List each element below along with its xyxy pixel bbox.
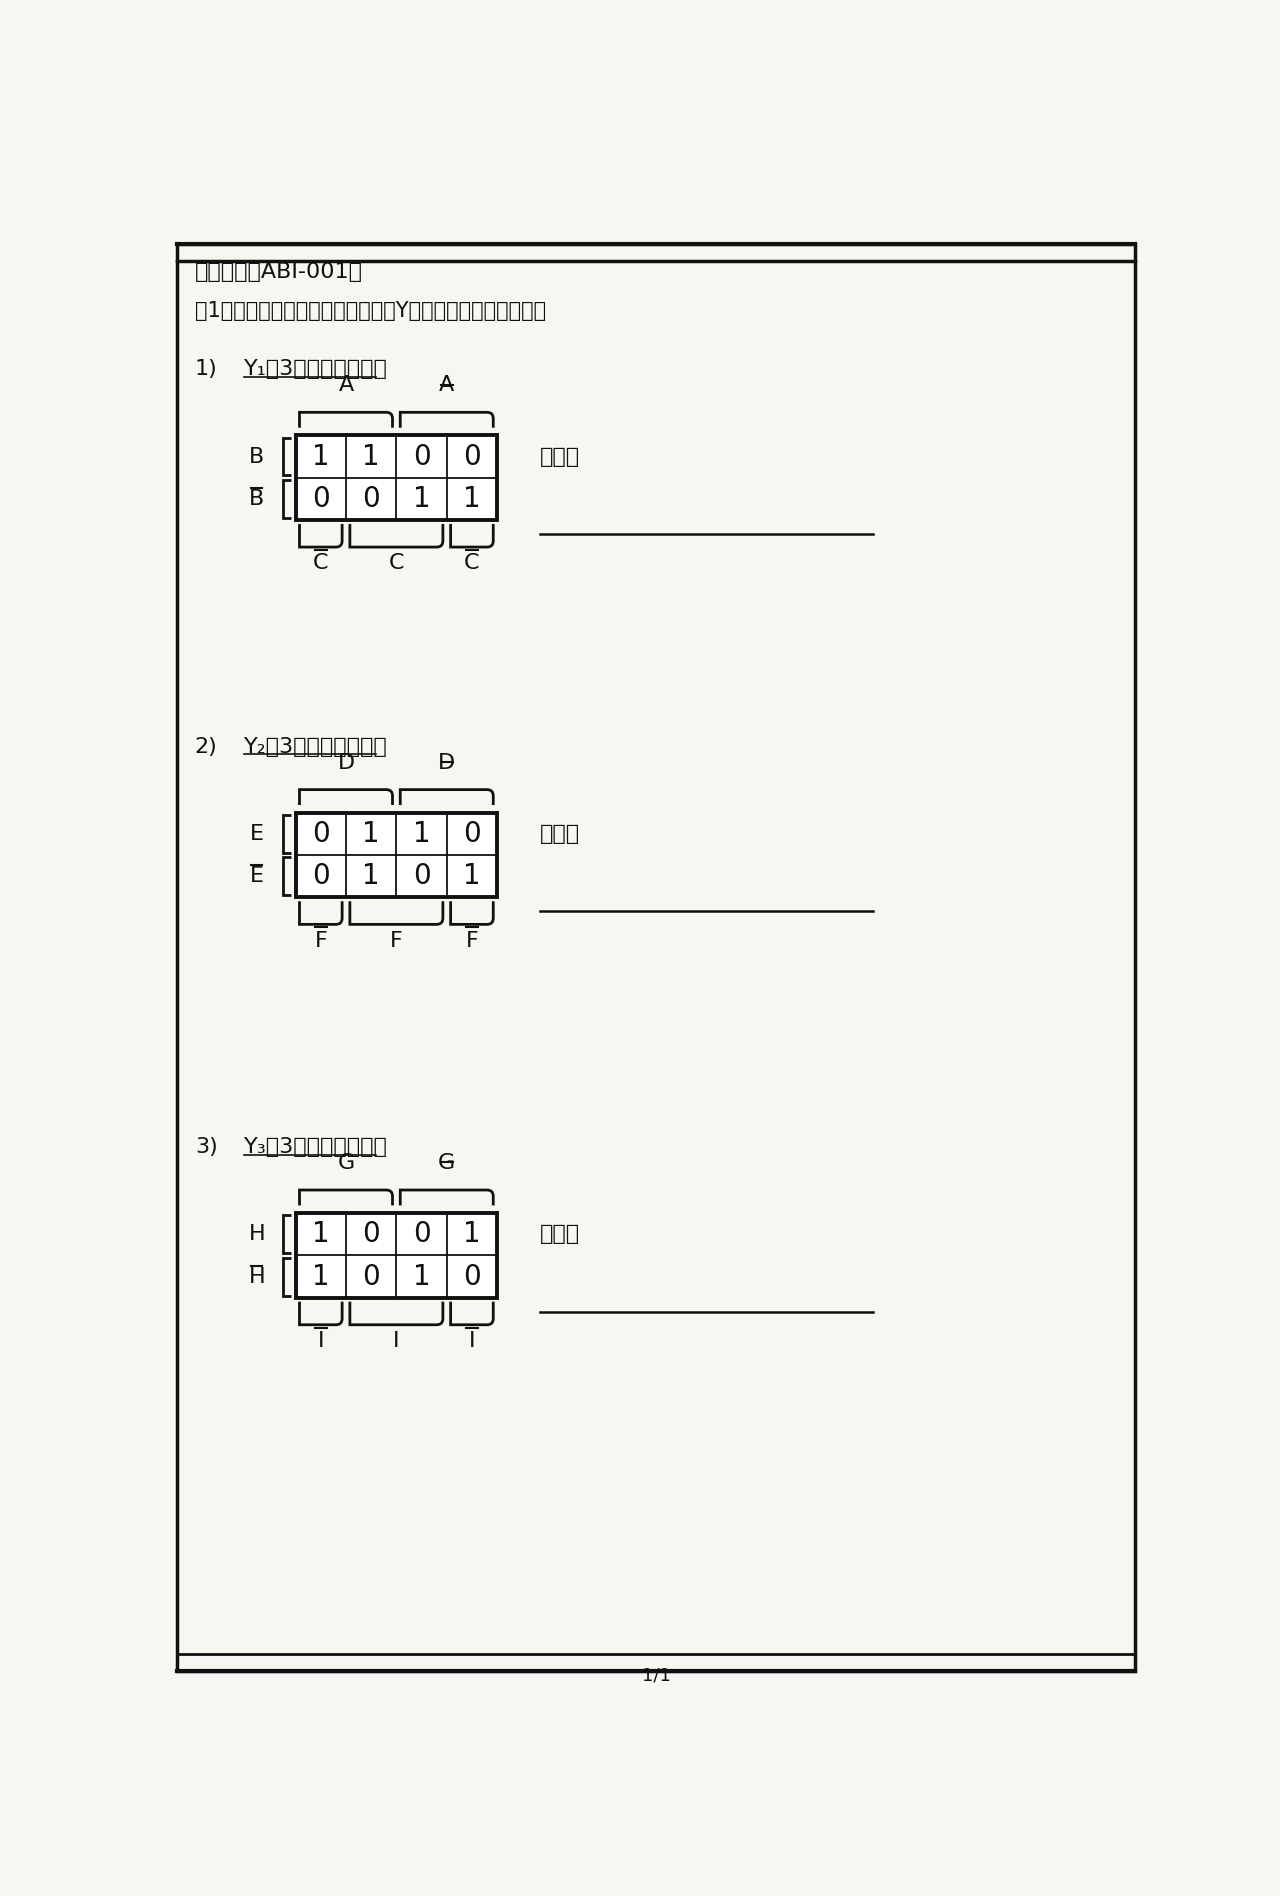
Text: 論理回路（ABI-001）: 論理回路（ABI-001） [195, 262, 362, 283]
Text: E: E [250, 866, 264, 885]
Text: 2): 2) [195, 736, 218, 757]
Text: G: G [338, 1153, 355, 1174]
Text: 0: 0 [412, 442, 430, 470]
Text: 1: 1 [463, 485, 481, 514]
Text: 1: 1 [463, 863, 481, 891]
Text: E: E [250, 825, 264, 844]
Text: B: B [250, 447, 265, 466]
Bar [296, 436, 497, 520]
Text: 0: 0 [362, 485, 380, 514]
Text: 問1　次の、各カルノー図の、出力Yの論理式を求めなさい。: 問1 次の、各カルノー図の、出力Yの論理式を求めなさい。 [195, 301, 547, 320]
Text: 0: 0 [463, 442, 481, 470]
Text: 0: 0 [412, 1221, 430, 1248]
Text: 0: 0 [312, 863, 330, 891]
Text: Y₃の3変数カルノー図: Y₃の3変数カルノー図 [243, 1138, 388, 1157]
Text: A: A [439, 375, 454, 396]
Text: F: F [466, 931, 479, 950]
Text: G: G [438, 1153, 456, 1174]
Text: H: H [248, 1225, 265, 1244]
Text: D: D [338, 753, 355, 774]
Text: 0: 0 [362, 1221, 380, 1248]
Text: 0: 0 [312, 485, 330, 514]
Text: 1: 1 [362, 819, 380, 848]
Text: 1): 1) [195, 358, 218, 379]
Text: 0: 0 [312, 819, 330, 848]
Text: 1: 1 [412, 1263, 430, 1291]
Text: I: I [468, 1331, 475, 1352]
Text: C: C [389, 554, 404, 573]
Text: C: C [314, 554, 329, 573]
Text: Y₁の3変数カルノー図: Y₁の3変数カルノー図 [243, 358, 388, 379]
Text: B: B [250, 489, 265, 508]
Bar [296, 1213, 497, 1299]
Text: I: I [393, 1331, 399, 1352]
Text: 0: 0 [412, 863, 430, 891]
Text: D: D [438, 753, 456, 774]
Text: 0: 0 [463, 819, 481, 848]
Text: 0: 0 [463, 1263, 481, 1291]
Text: F: F [315, 931, 328, 950]
Text: 1/1: 1/1 [641, 1667, 671, 1684]
Text: 1: 1 [362, 442, 380, 470]
Bar [296, 813, 497, 897]
Text: 1: 1 [412, 485, 430, 514]
Text: C: C [465, 554, 480, 573]
Text: 論理式: 論理式 [540, 1225, 580, 1244]
Bar [296, 1213, 497, 1299]
Text: 1: 1 [312, 1221, 330, 1248]
Text: I: I [317, 1331, 324, 1352]
Text: 1: 1 [463, 1221, 481, 1248]
Text: 1: 1 [362, 863, 380, 891]
Text: 1: 1 [312, 1263, 330, 1291]
Text: H: H [248, 1267, 265, 1287]
Text: A: A [338, 375, 353, 396]
Bar [296, 813, 497, 897]
Text: F: F [390, 931, 403, 950]
Text: 3): 3) [195, 1138, 218, 1157]
Text: 1: 1 [312, 442, 330, 470]
Text: 論理式: 論理式 [540, 447, 580, 466]
Text: 1: 1 [412, 819, 430, 848]
Text: Y₂の3変数カルノー図: Y₂の3変数カルノー図 [243, 736, 388, 757]
Text: 0: 0 [362, 1263, 380, 1291]
Bar [296, 436, 497, 520]
Text: 論理式: 論理式 [540, 825, 580, 844]
